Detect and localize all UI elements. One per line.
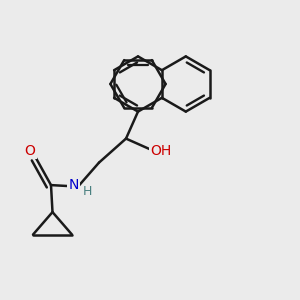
Text: N: N: [68, 178, 79, 192]
Text: OH: OH: [150, 144, 171, 158]
Text: H: H: [82, 184, 92, 198]
Text: O: O: [25, 144, 35, 158]
